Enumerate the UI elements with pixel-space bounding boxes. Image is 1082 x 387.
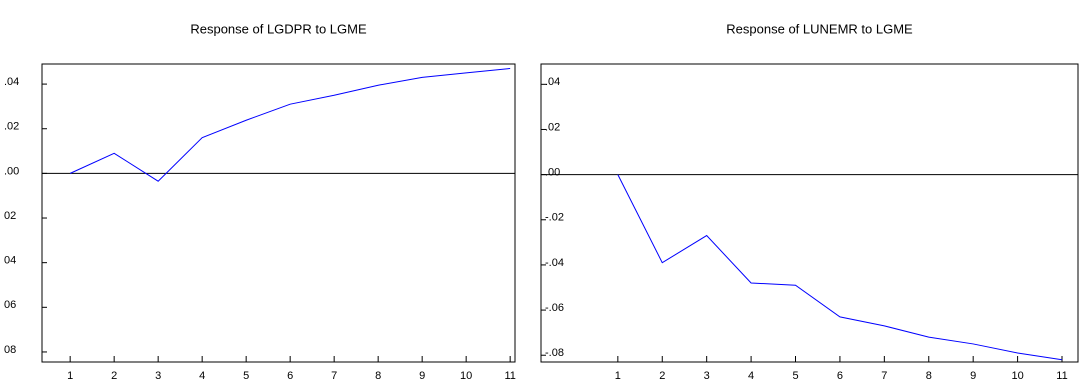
y-tick-label: -.04 [545,257,564,269]
y-tick-label: 02 [4,210,16,222]
x-tick-label: 7 [881,370,887,382]
x-tick-label: 8 [926,370,932,382]
x-tick-label: 6 [287,370,293,382]
y-tick-label: .04 [545,76,560,88]
line-series [617,174,1063,361]
x-tick-label: 9 [970,370,976,382]
x-tick-label: 5 [243,370,249,382]
x-tick-label: 1 [67,370,73,382]
y-tick-label: -.08 [545,347,564,359]
y-tick-label: .04 [4,76,19,88]
y-tick-label: .00 [4,165,19,177]
x-tick-label: 4 [748,370,754,382]
x-tick-label: 8 [375,370,381,382]
y-tick-label: .02 [4,121,19,133]
x-tick-label: 11 [504,370,515,382]
x-tick-label: 2 [659,370,665,382]
y-tick-label: 04 [4,255,16,267]
y-tick-label: 06 [4,299,16,311]
x-tick-label: 9 [419,370,425,382]
plot-frame [41,63,516,363]
x-tick-label: 10 [1011,370,1023,382]
x-tick-label: 7 [331,370,337,382]
x-tick-label: 4 [199,370,205,382]
x-tick-label: 10 [460,370,472,382]
x-tick-label: 2 [111,370,117,382]
x-tick-label: 6 [837,370,843,382]
chart-title: Response of LGDPR to LGME [190,21,367,36]
line-series [69,67,511,182]
x-tick-label: 11 [1056,370,1067,382]
y-tick-label: -.06 [545,302,564,314]
y-tick-label: -.02 [545,212,564,224]
y-tick-label: 08 [4,344,16,356]
x-tick-label: 3 [704,370,710,382]
plot-frame [540,63,1079,363]
x-tick-label: 1 [615,370,621,382]
y-tick-label: .00 [545,167,560,179]
chart-title: Response of LUNEMR to LGME [726,21,913,36]
x-tick-label: 5 [792,370,798,382]
y-tick-label: .02 [545,121,560,133]
x-tick-label: 3 [155,370,161,382]
